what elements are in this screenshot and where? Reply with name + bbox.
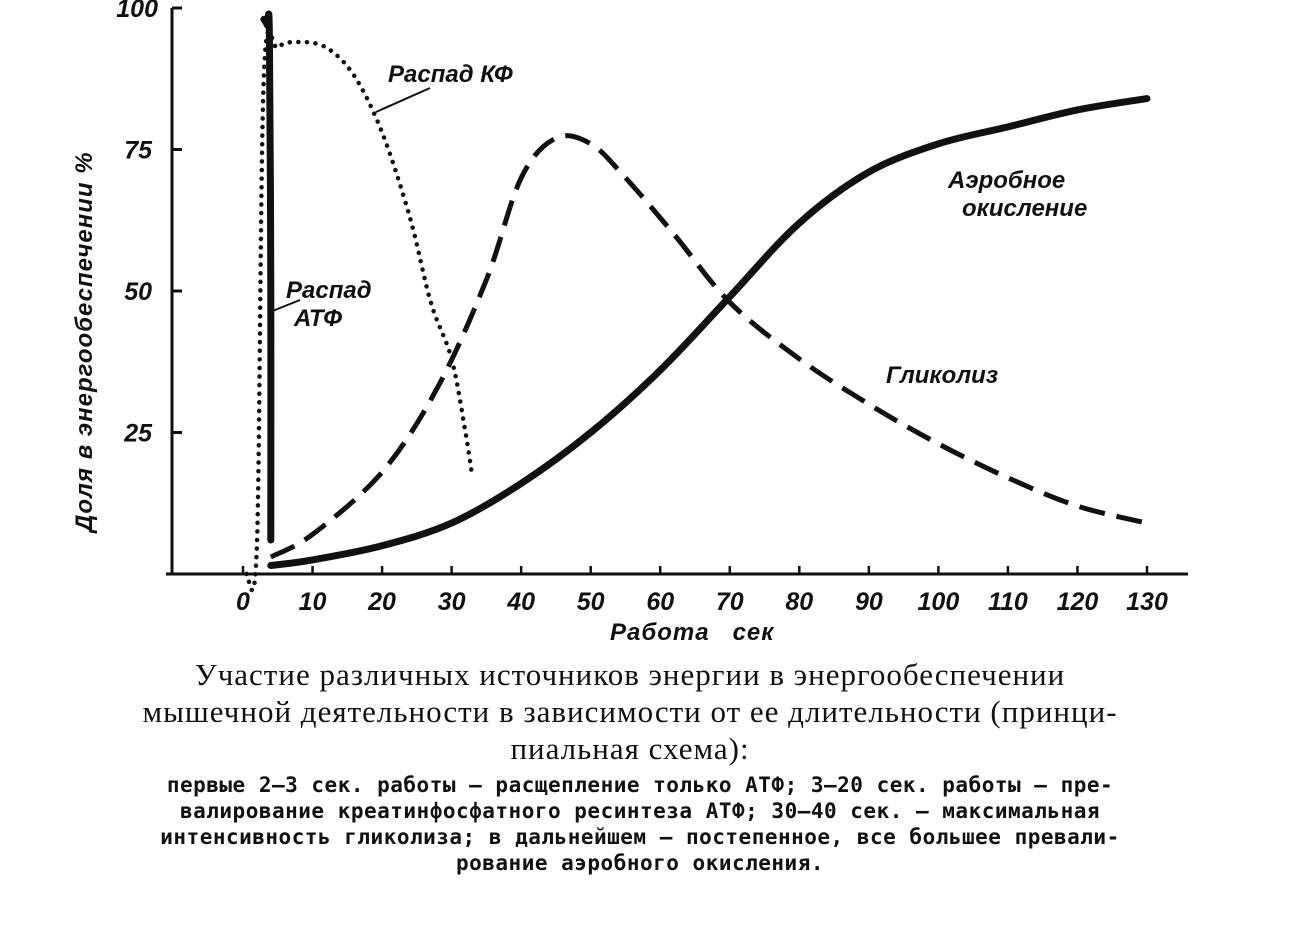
cp-breakdown-leader-line — [375, 87, 431, 113]
atp-breakdown-leader-line — [269, 299, 301, 313]
caption-body-line: первые 2—3 сек. работы — расщепление тол… — [166, 773, 1114, 797]
aerobic-oxidation-label: Аэробное — [947, 167, 1065, 194]
axis-ticks: 25 50 75 100 0 10 20 30 40 50 60 70 80 90 100 110 120 130 — [116, 0, 1168, 616]
atp-breakdown-label: Распад — [286, 277, 372, 304]
caption-body-line: интенсивность гликолиза; в дальнейшем — … — [160, 825, 1120, 849]
x-axis-title: Работа сек — [610, 619, 775, 640]
x-tick-label: 90 — [855, 588, 883, 616]
x-tick-label: 100 — [918, 588, 960, 616]
cp-breakdown-curve — [244, 29, 475, 593]
glycolysis-curve — [269, 133, 1148, 560]
y-tick-label: 50 — [124, 278, 152, 306]
y-tick-label: 25 — [123, 420, 153, 448]
x-tick-label: 130 — [1126, 588, 1168, 616]
cp-breakdown-label: Распад КФ — [388, 61, 513, 88]
x-tick-label: 80 — [785, 588, 813, 616]
atp-breakdown-curve — [260, 10, 275, 544]
caption-title-line: мышечной деятельности в зависимости от е… — [142, 694, 1118, 729]
aerobic-oxidation-curve — [267, 95, 1151, 569]
y-tick-label: 100 — [116, 0, 158, 23]
x-tick-label: 60 — [646, 588, 674, 616]
x-tick-label: 120 — [1057, 588, 1099, 616]
x-tick-label: 20 — [367, 588, 396, 616]
energy-sources-chart: 25 50 75 100 0 10 20 30 40 50 60 70 80 90 100 110 120 130… — [71, 0, 1188, 640]
x-tick-label: 0 — [236, 588, 250, 616]
series-layer — [244, 10, 1151, 593]
figure-caption-body: первые 2—3 сек. работы — расщепление тол… — [50, 772, 1230, 876]
caption-body-line: рование аэробного окисления. — [455, 851, 824, 875]
x-tick-label: 70 — [716, 588, 744, 616]
x-tick-label: 110 — [988, 588, 1028, 616]
y-axis-title: Доля в энергообеспечении % — [71, 151, 98, 534]
x-tick-label: 10 — [299, 588, 327, 616]
x-tick-label: 50 — [577, 588, 605, 616]
x-tick-label: 40 — [506, 588, 535, 616]
atp-breakdown-label: АТФ — [293, 305, 342, 332]
figure-caption-title: Участие различных источников энергии в э… — [40, 656, 1220, 767]
caption-body-line: валирование креатинфосфатного ресинтеза … — [179, 799, 1100, 823]
glycolysis-label: Гликолиз — [886, 362, 998, 389]
y-tick-label: 75 — [124, 137, 153, 165]
x-tick-label: 30 — [438, 588, 466, 616]
caption-title-line: Участие различных источников энергии в э… — [194, 657, 1066, 692]
caption-title-line: пиальная схема): — [510, 731, 750, 766]
aerobic-oxidation-label: окисление — [962, 195, 1087, 222]
